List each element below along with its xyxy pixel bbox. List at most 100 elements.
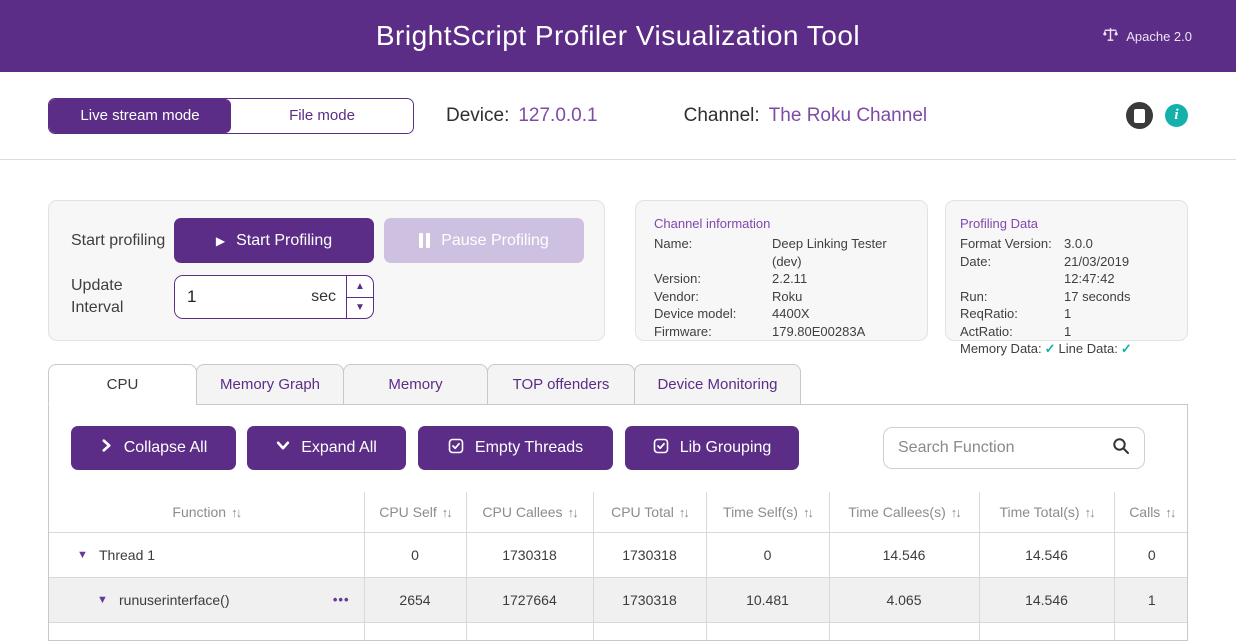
stepper-up-button[interactable]: ▲ <box>347 276 373 298</box>
field-label: ReqRatio: <box>960 306 1018 321</box>
function-name: Thread 1 <box>99 546 156 563</box>
panels-row: Start profiling ▶ Start Profiling Pause … <box>0 160 1236 356</box>
info-icon[interactable]: i <box>1165 104 1188 127</box>
cpu-tab-panel: Collapse All Expand All Empty Threads Li… <box>48 404 1188 641</box>
field-value: 3.0.0 <box>1064 236 1093 251</box>
field-value: 1 <box>1064 306 1072 321</box>
column-header-time-self[interactable]: Time Self(s) ↑↓ <box>705 491 830 533</box>
document-icon[interactable] <box>1126 102 1153 129</box>
stepper-buttons: ▲ ▼ <box>346 276 373 318</box>
chevron-down-icon <box>276 439 290 457</box>
column-header-calls[interactable]: Calls ↑↓ <box>1113 491 1187 533</box>
expander-expanded-icon[interactable]: ▼ <box>77 548 88 561</box>
start-profiling-button[interactable]: ▶ Start Profiling <box>174 218 374 263</box>
update-interval-input[interactable] <box>175 276 312 318</box>
search-icon[interactable] <box>1112 437 1130 460</box>
column-header-function[interactable]: Function ↑↓ <box>49 491 365 533</box>
lib-grouping-label: Lib Grouping <box>679 439 772 456</box>
tab-device-monitoring[interactable]: Device Monitoring <box>634 364 801 405</box>
function-profile-table: Function ↑↓ CPU Self ↑↓ CPU Callees ↑↓ CPU … <box>49 491 1187 640</box>
table-row-thread-1[interactable]: ▼ Thread 1 0 1730318 1730318 0 14.546 14… <box>49 531 1187 578</box>
field-value: 2.2.11 <box>772 271 808 286</box>
license-label: Apache 2.0 <box>1126 28 1192 44</box>
cell-cpu-callees: 1730318 <box>465 531 594 578</box>
table-row-runuserinterface[interactable]: ▼ runuserinterface() ••• 2654 1727664 17… <box>49 576 1187 623</box>
sort-icon: ↑↓ <box>1084 504 1096 520</box>
chevron-right-icon <box>100 439 113 457</box>
column-header-time-callees[interactable]: Time Callees(s) ↑↓ <box>828 491 980 533</box>
start-profiling-button-label: Start Profiling <box>236 231 333 249</box>
chevron-up-icon: ▲ <box>355 280 365 292</box>
pause-profiling-button[interactable]: Pause Profiling <box>384 218 584 263</box>
cell-time-total: 14.546 <box>978 576 1115 623</box>
app-header: BrightScript Profiler Visualization Tool… <box>0 0 1236 72</box>
checkbox-checked-icon <box>448 438 464 459</box>
column-header-cpu-callees[interactable]: CPU Callees ↑↓ <box>465 491 594 533</box>
sort-icon: ↑↓ <box>441 504 453 520</box>
play-icon: ▶ <box>215 233 226 248</box>
cell-cpu-self: 29 <box>363 621 467 640</box>
column-header-time-total[interactable]: Time Total(s) ↑↓ <box>978 491 1115 533</box>
expand-all-button[interactable]: Expand All <box>247 426 406 470</box>
line-data-label: Line Data: <box>1058 341 1118 356</box>
profiling-data-title: Profiling Data <box>960 216 1039 231</box>
profiling-data-panel: Profiling Data Format Version: 3.0.0 Date… <box>945 200 1188 356</box>
checkbox-checked-icon <box>653 438 669 459</box>
function-name: runuserinterface() <box>119 591 230 608</box>
tab-cpu[interactable]: CPU <box>48 364 197 405</box>
connection-bar-icons: i <box>1126 102 1188 129</box>
cell-time-self: 10.481 <box>705 576 830 623</box>
sort-icon: ↑↓ <box>802 504 814 520</box>
expander-expanded-icon[interactable]: ▼ <box>97 593 108 606</box>
connection-bar: Live stream mode File mode Device: 127.0… <box>0 72 1236 160</box>
sort-icon: ↑↓ <box>567 504 579 520</box>
table-row-child-function[interactable]: ▶ getallcalls() 29 81 110 0 0 0.001 1 <box>49 621 1187 640</box>
field-value: Roku <box>772 288 803 304</box>
channel-information-panel: Channel information Name: Deep Linking Te… <box>635 200 928 341</box>
tab-memory-graph[interactable]: Memory Graph <box>196 364 344 405</box>
update-interval-label: Update Interval <box>71 277 124 316</box>
live-stream-mode-button[interactable]: Live stream mode <box>49 98 231 133</box>
scales-icon <box>1102 26 1119 46</box>
start-profiling-label: Start profiling <box>71 231 166 249</box>
sort-icon: ↑↓ <box>1165 504 1176 520</box>
check-icon: ✓ <box>1120 341 1132 356</box>
cell-calls: 1 <box>1113 576 1187 623</box>
field-label: Vendor: <box>654 288 699 304</box>
field-label: Device model: <box>654 306 737 321</box>
collapse-all-label: Collapse All <box>123 439 208 456</box>
expand-all-label: Expand All <box>301 439 377 456</box>
lib-grouping-toggle[interactable]: Lib Grouping <box>625 426 799 470</box>
search-function-box <box>883 427 1145 469</box>
cell-time-callees: 0 <box>828 621 980 640</box>
cell-time-self: 0 <box>705 531 830 578</box>
column-header-cpu-total[interactable]: CPU Total ↑↓ <box>592 491 707 533</box>
tab-top-offenders[interactable]: TOP offenders <box>487 364 635 405</box>
empty-threads-label: Empty Threads <box>474 439 584 456</box>
cell-cpu-callees: 81 <box>465 621 594 640</box>
column-header-cpu-self[interactable]: CPU Self ↑↓ <box>363 491 467 533</box>
search-function-input[interactable] <box>898 439 1112 457</box>
cell-time-callees: 14.546 <box>828 531 980 578</box>
collapse-all-button[interactable]: Collapse All <box>71 426 236 470</box>
channel-value: The Roku Channel <box>768 104 928 126</box>
cell-time-callees: 4.065 <box>828 576 980 623</box>
cell-cpu-callees: 1727664 <box>465 576 594 623</box>
channel-info-inline: Channel: The Roku Channel <box>684 105 928 127</box>
field-label: Run: <box>960 288 988 304</box>
tab-bar: CPU Memory Graph Memory TOP offenders De… <box>48 364 1188 405</box>
empty-threads-toggle[interactable]: Empty Threads <box>418 426 613 470</box>
row-menu-dots-icon[interactable]: ••• <box>332 592 350 607</box>
cell-calls: 0 <box>1113 531 1187 578</box>
field-label: Format Version: <box>960 236 1052 251</box>
file-mode-button[interactable]: File mode <box>231 98 413 133</box>
interval-unit-label: sec <box>311 288 336 305</box>
cell-cpu-self: 0 <box>363 531 467 578</box>
expander-collapsed-icon[interactable]: ▶ <box>117 638 129 640</box>
device-label: Device: <box>446 104 510 126</box>
stepper-down-button[interactable]: ▼ <box>347 298 373 319</box>
table-toolbar: Collapse All Expand All Empty Threads Li… <box>49 405 1187 470</box>
sort-icon: ↑↓ <box>950 504 962 520</box>
device-info: Device: 127.0.0.1 <box>446 105 598 127</box>
tab-memory[interactable]: Memory <box>343 364 488 405</box>
